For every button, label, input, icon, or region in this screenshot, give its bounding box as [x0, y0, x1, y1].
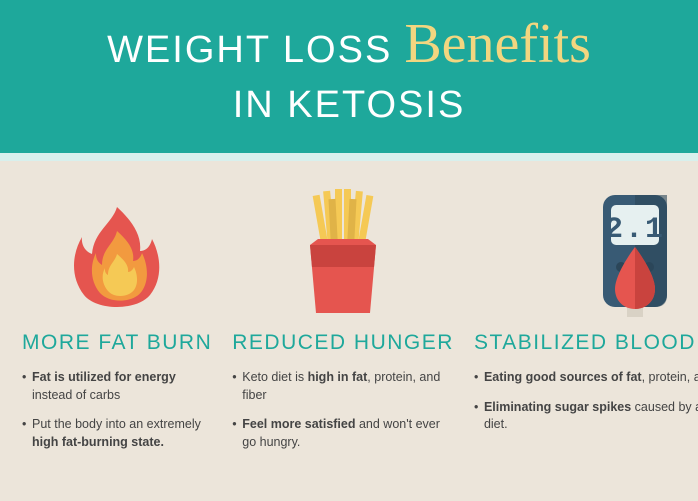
column-title: Stabilized Blood Sugar [474, 331, 698, 355]
bullet-list: Eating good sources of fat, protein, and… [474, 369, 698, 446]
column-title: More Fat Burn [22, 331, 212, 355]
list-item: Eating good sources of fat, protein, and… [474, 369, 698, 387]
bullet-list: Fat is utilized for energy instead of ca… [22, 369, 212, 463]
icon-wrap: 2.1 [474, 189, 698, 319]
list-item: Fat is utilized for energy instead of ca… [22, 369, 212, 404]
list-item: Put the body into an extremely high fat-… [22, 416, 212, 451]
column-hunger: Reduced Hunger Keto diet is high in fat,… [232, 189, 454, 463]
meter-reading: 2.1 [605, 213, 665, 247]
header-script: Benefits [404, 22, 591, 67]
list-item: Eliminating sugar spikes caused by acarb… [474, 399, 698, 434]
flame-icon [62, 199, 172, 319]
content-row: More Fat Burn Fat is utilized for energy… [0, 161, 698, 463]
fries-box-top [310, 239, 376, 245]
icon-wrap [232, 189, 454, 319]
bullet-list: Keto diet is high in fat, protein, and f… [232, 369, 454, 463]
column-fat-burn: More Fat Burn Fat is utilized for energy… [22, 189, 212, 463]
icon-wrap [22, 189, 212, 319]
column-blood-sugar: 2.1 Stabilized Blood Sugar Eating good s… [474, 189, 698, 463]
column-title: Reduced Hunger [232, 331, 454, 355]
header-banner: Weight Loss Benefits in Ketosis [0, 0, 698, 161]
glucometer-icon: 2.1 [575, 189, 685, 319]
header-word-1: Weight Loss [107, 29, 392, 72]
fries-box-shadow [310, 245, 376, 267]
list-item: Keto diet is high in fat, protein, and f… [232, 369, 454, 404]
list-item: Feel more satisfied and won't ever go hu… [232, 416, 454, 451]
fries-icon [288, 189, 398, 319]
header-word-2: in Ketosis [233, 84, 466, 127]
